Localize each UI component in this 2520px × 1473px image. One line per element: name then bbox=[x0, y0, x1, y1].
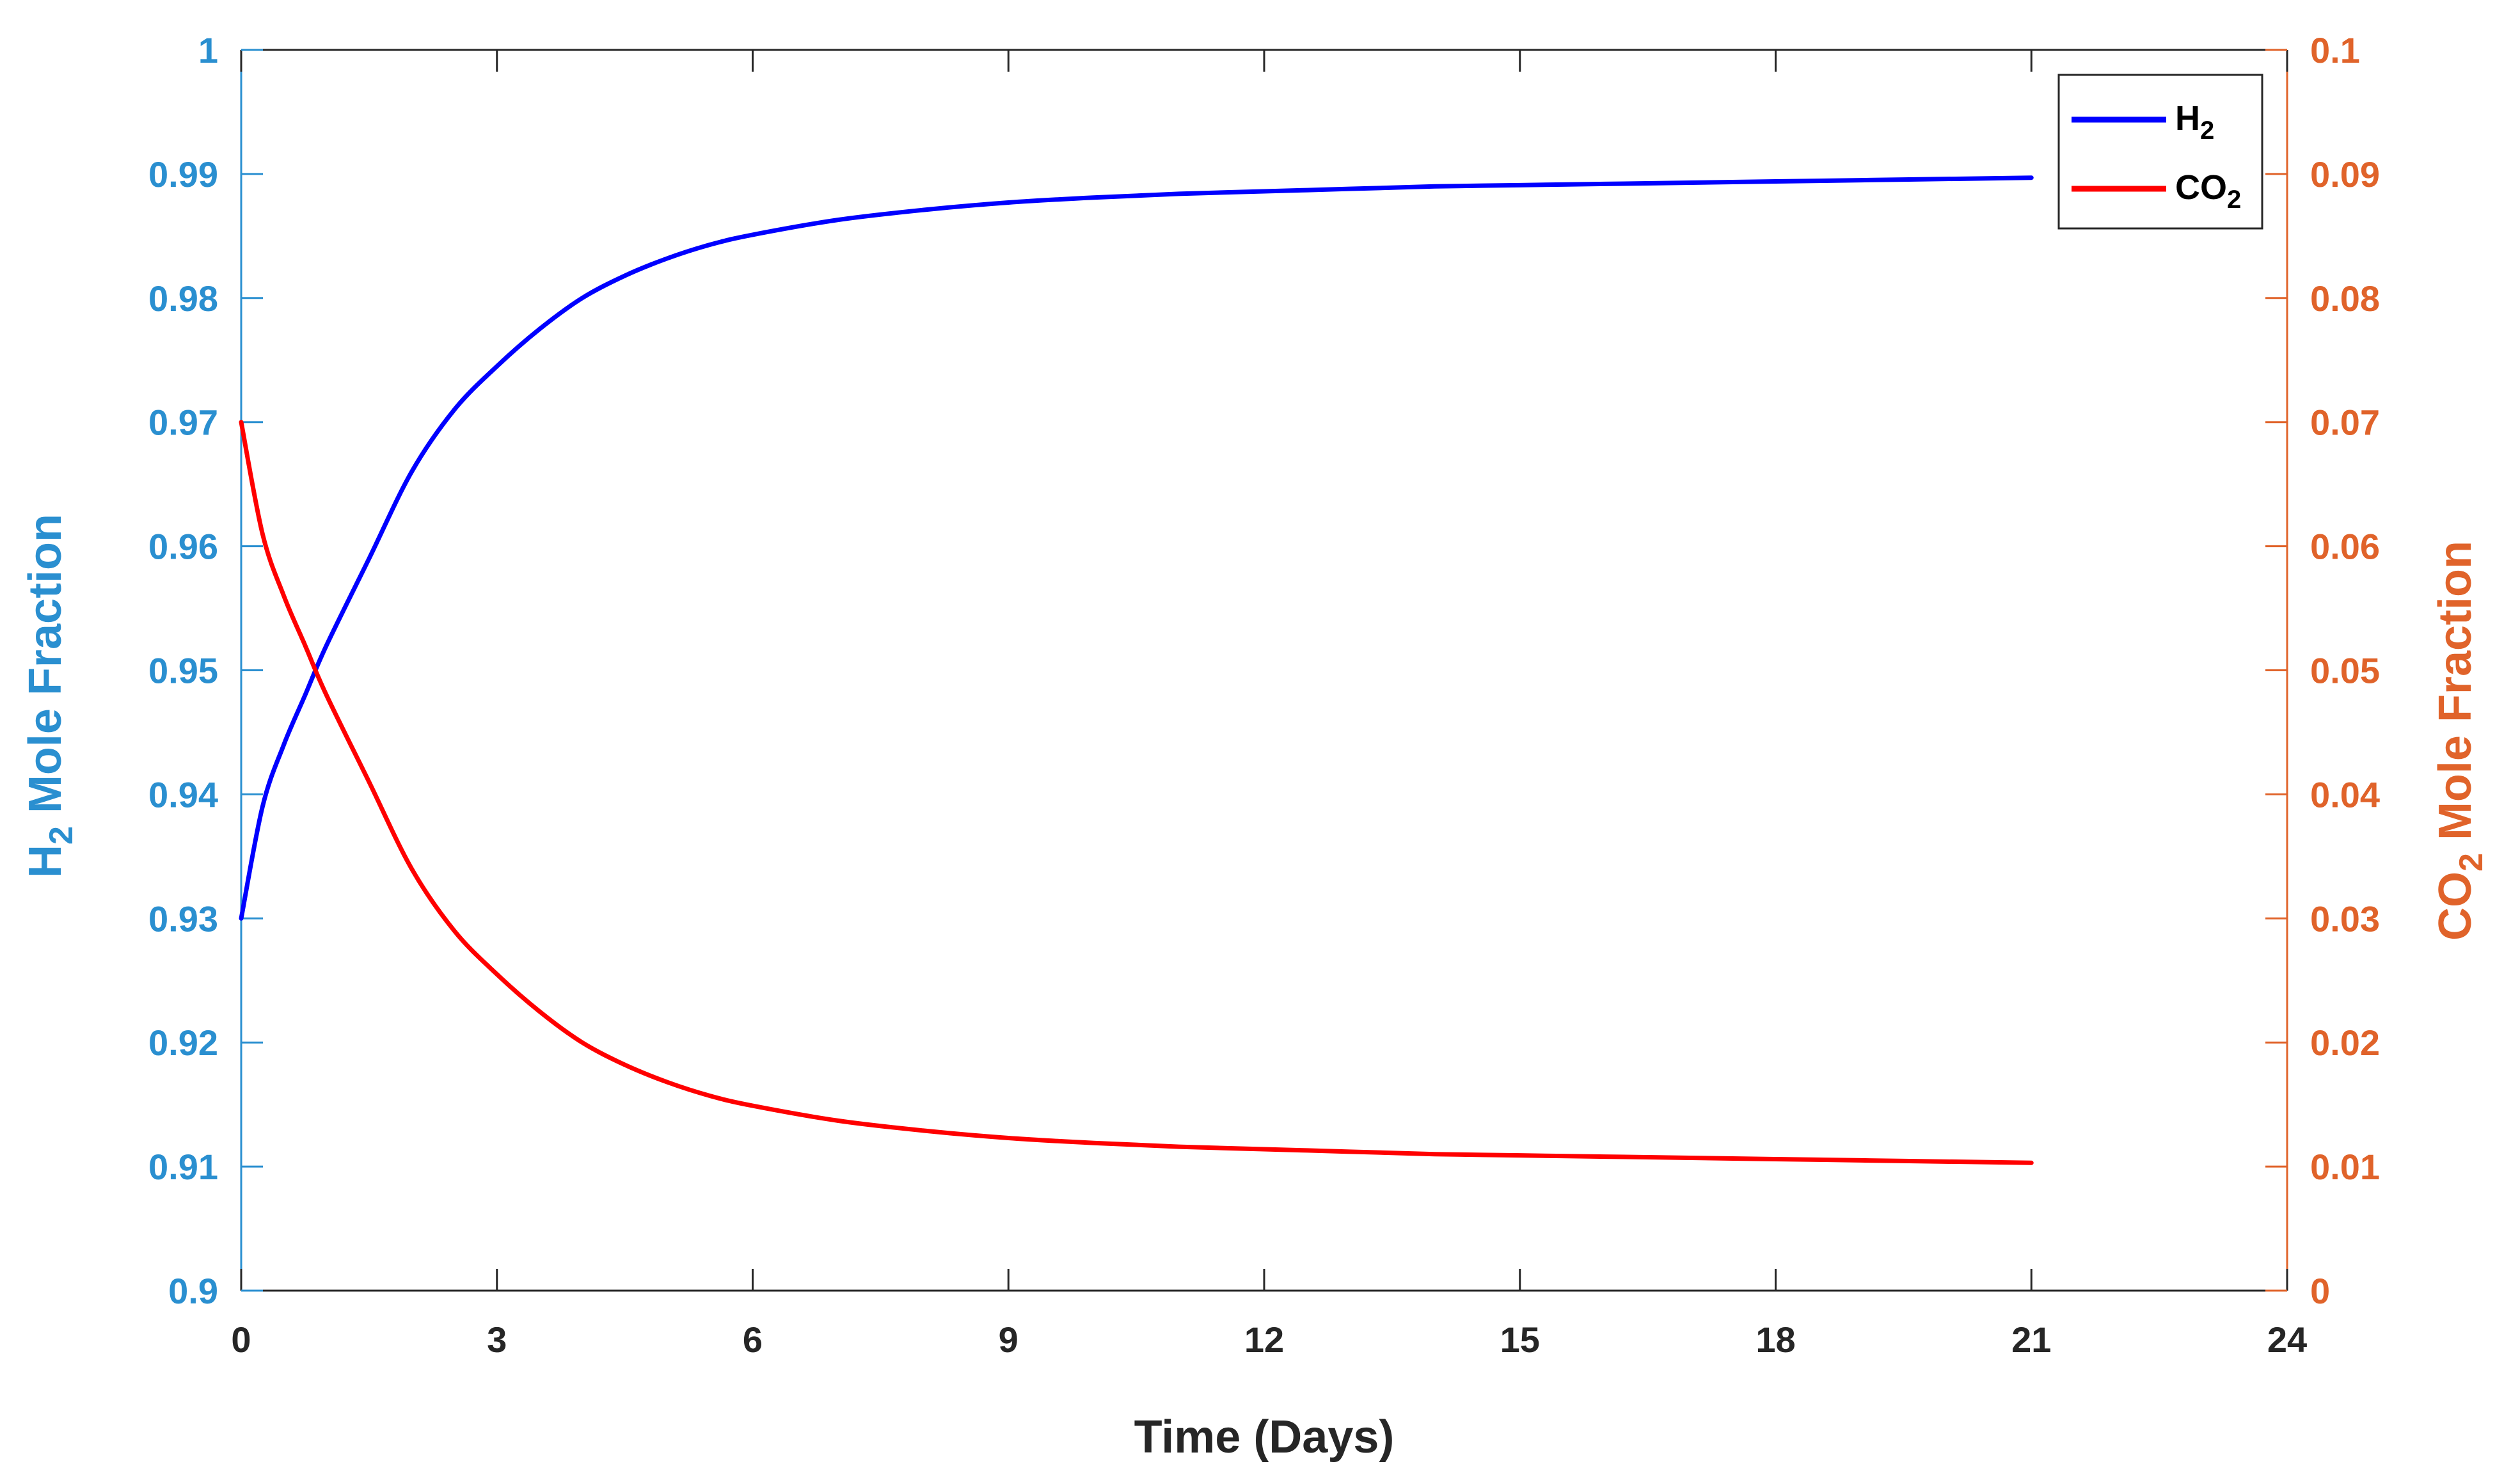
legend-label-co2-main: CO bbox=[2175, 168, 2227, 207]
x-tick-label: 18 bbox=[1755, 1319, 1795, 1360]
left-y-tick-label: 0.99 bbox=[148, 154, 218, 195]
x-tick-label: 12 bbox=[1244, 1319, 1284, 1360]
left-y-tick-label: 0.94 bbox=[148, 774, 218, 815]
left-y-tick-label: 1 bbox=[198, 30, 218, 70]
right-y-tick-label: 0.03 bbox=[2310, 898, 2380, 939]
right-y-tick-label: 0.09 bbox=[2310, 154, 2380, 195]
right-y-tick-label: 0.08 bbox=[2310, 278, 2380, 319]
left-y-axis-title-subscript: 2 bbox=[43, 826, 80, 845]
right-y-tick-label: 0 bbox=[2310, 1271, 2330, 1311]
legend-box bbox=[2057, 74, 2263, 230]
right-y-tick-label: 0.02 bbox=[2310, 1023, 2380, 1063]
right-y-tick-label: 0.05 bbox=[2310, 651, 2380, 691]
legend-label-h2: H2 bbox=[2175, 99, 2214, 145]
x-tick-label: 6 bbox=[743, 1319, 763, 1360]
right-y-tick-label: 0.07 bbox=[2310, 402, 2380, 443]
left-y-tick-label: 0.93 bbox=[148, 898, 218, 939]
x-tick-label: 0 bbox=[231, 1319, 251, 1360]
left-y-tick-label: 0.96 bbox=[148, 527, 218, 567]
legend-label-h2-subscript: 2 bbox=[2200, 116, 2214, 145]
legend: H2 CO2 bbox=[2057, 74, 2263, 230]
legend-label-h2-main: H bbox=[2175, 99, 2200, 138]
left-y-tick-label: 0.97 bbox=[148, 402, 218, 443]
right-y-tick-label: 0.1 bbox=[2310, 30, 2360, 70]
right-y-axis-title-subscript: 2 bbox=[2453, 853, 2490, 872]
left-y-tick-label: 0.91 bbox=[148, 1147, 218, 1187]
legend-label-co2: CO2 bbox=[2175, 168, 2241, 214]
x-tick-label: 3 bbox=[487, 1319, 507, 1360]
co2-series-line bbox=[239, 420, 2034, 1165]
right-y-axis-title-main: CO bbox=[2430, 872, 2481, 941]
h2-series-line bbox=[239, 175, 2034, 921]
left-y-axis-title-rest: Mole Fraction bbox=[20, 514, 71, 826]
left-y-tick-label: 0.95 bbox=[148, 651, 218, 691]
right-y-tick-label: 0.06 bbox=[2310, 527, 2380, 567]
left-y-tick-label: 0.98 bbox=[148, 278, 218, 319]
left-y-tick-label: 0.9 bbox=[168, 1271, 218, 1311]
right-y-axis-ticks: 0 0.01 0.02 0.03 0.04 0.05 0.06 0.07 0.08 0.09 0.1 bbox=[2265, 30, 2380, 1311]
x-axis-ticks: 0 3 6 9 12 15 18 21 24 bbox=[231, 50, 2307, 1360]
right-y-tick-label: 0.04 bbox=[2310, 774, 2380, 815]
right-y-axis-title-rest: Mole Fraction bbox=[2430, 541, 2481, 853]
x-tick-label: 15 bbox=[1500, 1319, 1540, 1360]
legend-label-co2-subscript: 2 bbox=[2227, 186, 2241, 214]
series-layer bbox=[239, 175, 2034, 1165]
right-y-axis-title: CO2 Mole Fraction bbox=[2430, 541, 2490, 941]
left-y-axis-title-main: H bbox=[20, 845, 71, 878]
x-tick-label: 9 bbox=[999, 1319, 1018, 1360]
left-y-axis-title: H2 Mole Fraction bbox=[20, 514, 80, 878]
x-axis-title: Time (Days) bbox=[1134, 1412, 1395, 1463]
left-y-tick-label: 0.92 bbox=[148, 1023, 218, 1063]
left-y-axis-ticks: 0.9 0.91 0.92 0.93 0.94 0.95 0.96 0.97 0.98 0.99 1 bbox=[148, 30, 263, 1311]
x-tick-label: 21 bbox=[2011, 1319, 2051, 1360]
right-y-tick-label: 0.01 bbox=[2310, 1147, 2380, 1187]
x-tick-label: 24 bbox=[2267, 1319, 2307, 1360]
